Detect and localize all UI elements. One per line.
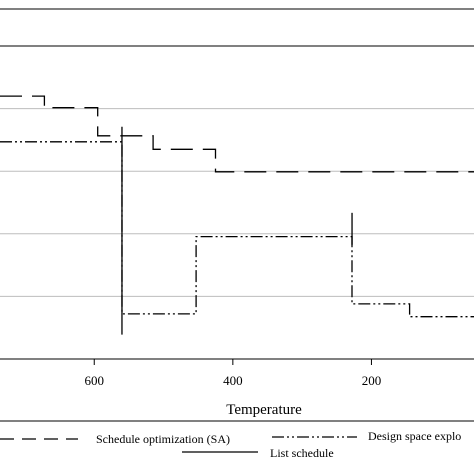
x-axis-title: Temperature — [226, 402, 302, 418]
legend: Schedule optimization (SA) Design space … — [0, 429, 461, 460]
legend-label-dse: Design space explo — [368, 429, 461, 443]
series-lines — [0, 95, 474, 335]
x-tick-label-1: 400 — [223, 373, 243, 388]
series-line-1 — [0, 141, 474, 318]
x-tick-label-0: 600 — [84, 373, 104, 388]
legend-label-list: List schedule — [270, 446, 334, 460]
legend-label-sa: Schedule optimization (SA) — [96, 432, 230, 446]
x-ticks: 600 400 200 — [84, 359, 381, 388]
x-tick-label-2: 200 — [362, 373, 382, 388]
gridlines — [0, 108, 474, 297]
series-line-0 — [0, 95, 474, 173]
